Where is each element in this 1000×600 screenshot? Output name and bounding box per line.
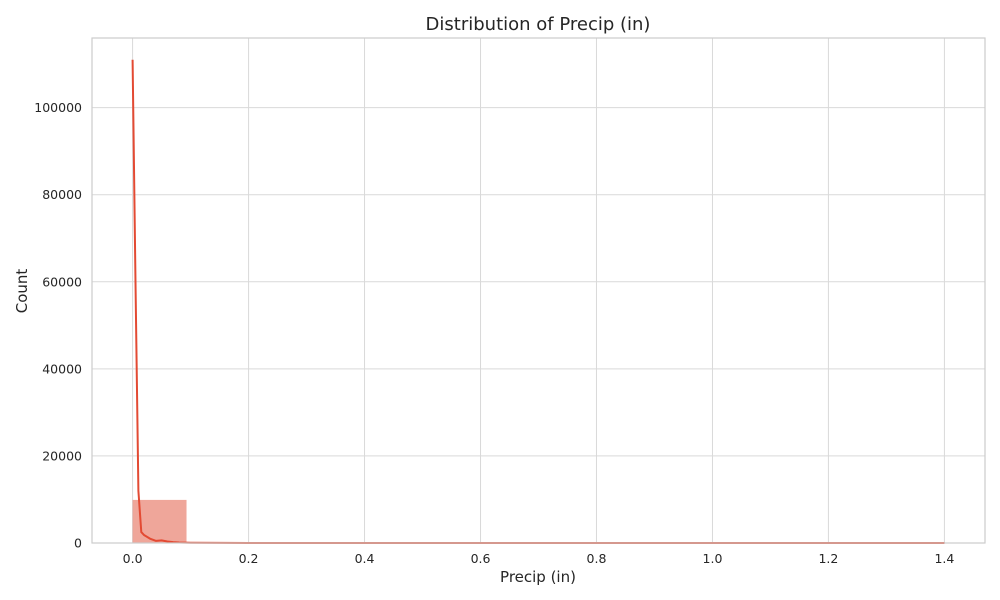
x-tick-label: 0.2 xyxy=(239,551,259,566)
x-tick-label: 1.2 xyxy=(818,551,838,566)
y-tick-labels: 0 20000 40000 60000 80000 100000 xyxy=(34,100,82,550)
kde-curve xyxy=(131,59,945,544)
y-tick-label: 0 xyxy=(74,536,82,551)
x-tick-label: 0.4 xyxy=(355,551,375,566)
grid-lines xyxy=(92,38,985,544)
y-tick-label: 100000 xyxy=(34,100,82,115)
chart-title: Distribution of Precip (in) xyxy=(426,14,651,35)
x-axis-label: Precip (in) xyxy=(500,568,576,586)
axes-frame xyxy=(91,37,986,544)
x-tick-label: 0.0 xyxy=(123,551,143,566)
y-tick-label: 60000 xyxy=(42,274,82,289)
y-tick-label: 80000 xyxy=(42,187,82,202)
y-tick-label: 20000 xyxy=(42,448,82,463)
kde-line xyxy=(131,59,945,544)
x-tick-label: 0.8 xyxy=(587,551,607,566)
x-tick-labels: 0.0 0.2 0.4 0.6 0.8 1.0 1.2 1.4 xyxy=(123,551,955,566)
x-tick-label: 0.6 xyxy=(471,551,491,566)
plot-frame xyxy=(91,37,986,544)
histogram-bar xyxy=(132,499,187,543)
x-tick-label: 1.4 xyxy=(934,551,954,566)
y-tick-label: 40000 xyxy=(42,361,82,376)
y-axis-label: Count xyxy=(13,269,31,314)
x-tick-label: 1.0 xyxy=(703,551,723,566)
histogram-bars xyxy=(132,499,945,543)
